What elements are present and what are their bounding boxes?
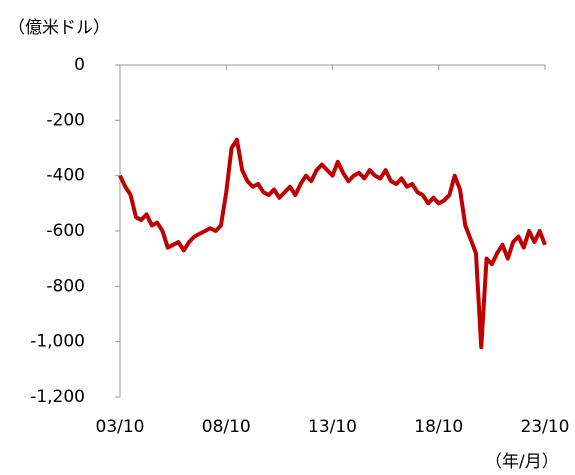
x-tick-label: 18/10	[414, 417, 463, 437]
y-axis-label: （億米ドル）	[8, 18, 110, 38]
y-tick-label: -1,000	[30, 332, 85, 352]
x-tick-label: 03/10	[96, 417, 145, 437]
y-tick-label: 0	[74, 55, 85, 75]
y-tick-label: -800	[46, 276, 85, 296]
y-tick-label: -600	[46, 221, 85, 241]
x-axis-label: （年/月）	[485, 452, 559, 472]
x-tick-label: 13/10	[308, 417, 357, 437]
x-tick-label: 08/10	[202, 417, 251, 437]
y-tick-label: -200	[46, 110, 85, 130]
x-tick-label: 23/10	[521, 417, 570, 437]
data-line	[118, 137, 547, 350]
y-tick-label: -1,200	[30, 387, 85, 407]
y-tick-label: -400	[46, 166, 85, 186]
